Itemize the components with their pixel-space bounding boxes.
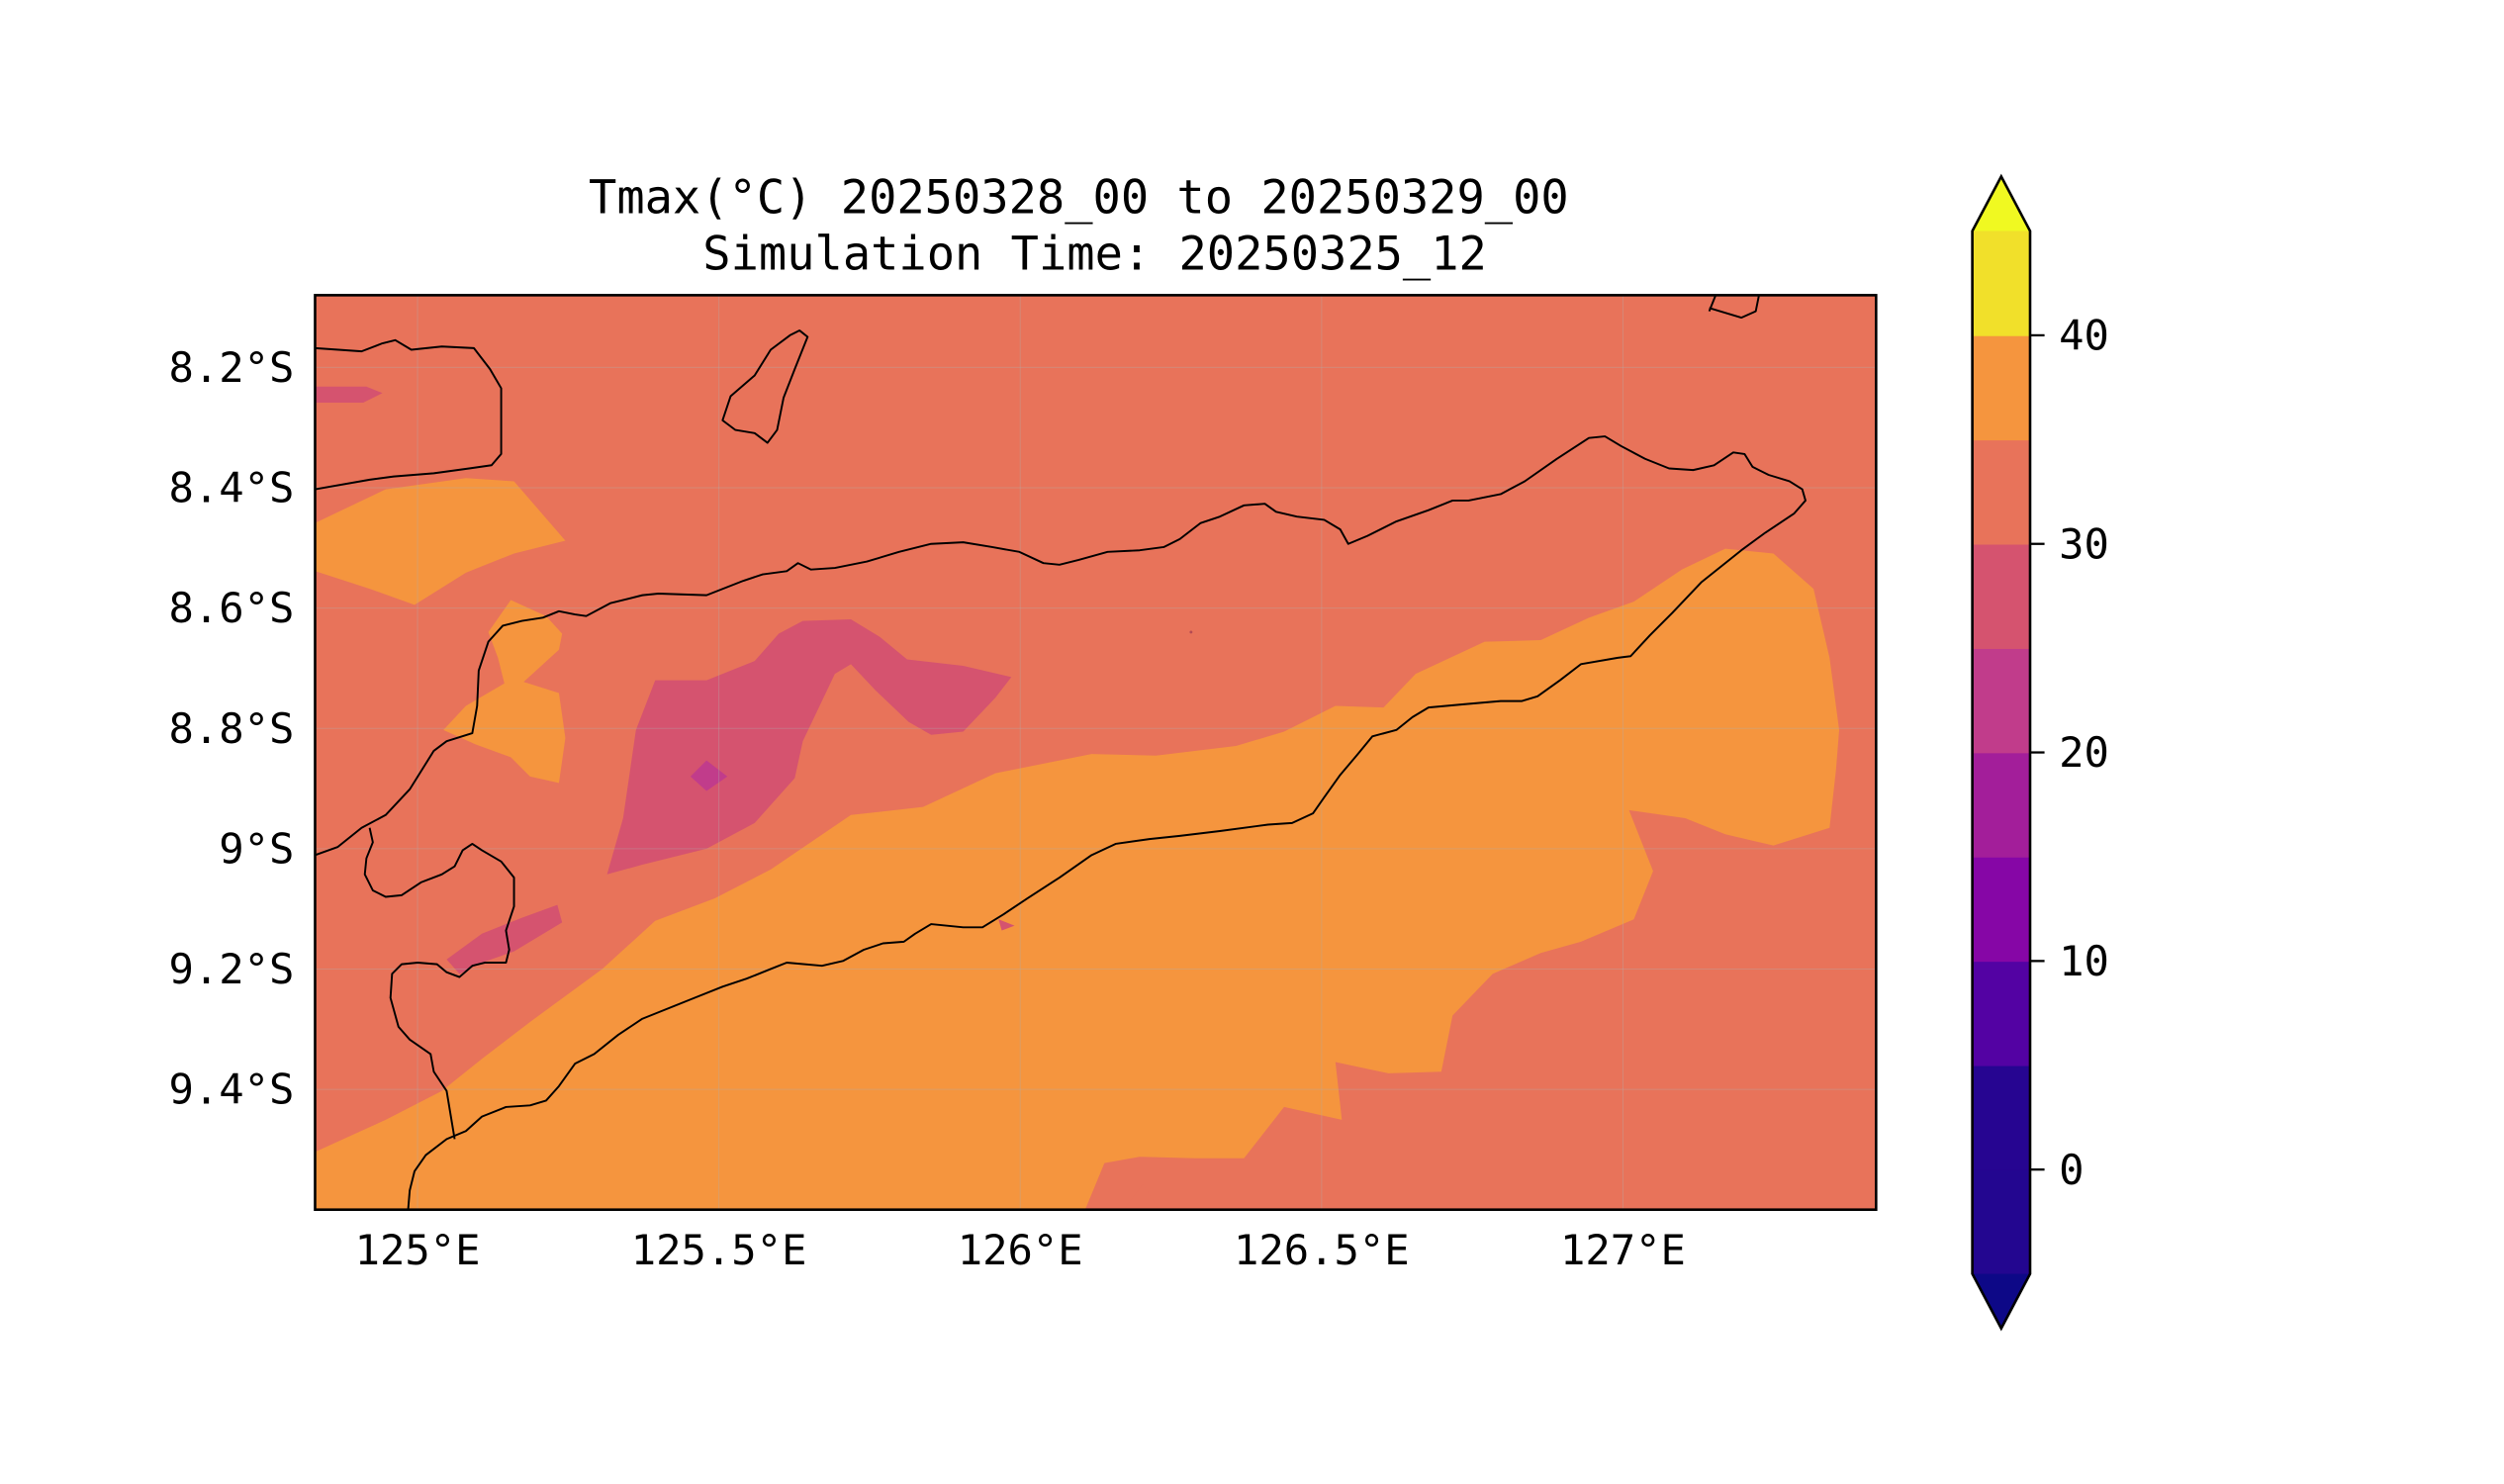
coastline-wetar-island — [315, 338, 503, 491]
longitude-labels: 125°E 125.5°E 126°E 126.5°E 127°E — [355, 1226, 1686, 1274]
colorbar: 0 10 20 30 40 — [1971, 173, 2109, 1332]
colorbar-bin — [1972, 1065, 2030, 1170]
colorbar-bin — [1972, 752, 2030, 858]
colorbar-bin — [1972, 231, 2030, 336]
temperature-band-20-25 — [315, 386, 1015, 974]
temperature-band-25-30-south — [1123, 1183, 1159, 1210]
coastline-atauro-island — [721, 329, 809, 444]
colorbar-outline — [1971, 173, 2032, 1332]
colorbar-tick-label: 30 — [2059, 519, 2109, 568]
coastlines — [315, 295, 1807, 1210]
colorbar-bin — [1972, 543, 2030, 649]
lat-tick-label: 9.4°S — [168, 1066, 294, 1114]
map-frame — [314, 294, 1878, 1211]
lon-tick-label: 125°E — [355, 1226, 481, 1274]
lon-tick-label: 125.5°E — [631, 1226, 807, 1274]
title-line-1: Tmax(°C) 20250328_00 to 20250329_00 — [589, 171, 1569, 226]
colorbar-tick-label: 40 — [2059, 312, 2109, 360]
lat-tick-label: 8.8°S — [168, 704, 294, 753]
colorbar-under-extension — [1972, 1273, 2030, 1329]
temperature-band-15-20 — [690, 760, 728, 791]
colorbar-tick-label: 0 — [2059, 1146, 2084, 1194]
colorbar-over-extension — [1972, 176, 2030, 232]
figure-title: Tmax(°C) 20250328_00 to 20250329_00 Simu… — [589, 171, 1569, 282]
colorbar-ticks: 0 10 20 30 40 — [2029, 312, 2109, 1194]
lat-tick-label: 9°S — [219, 824, 294, 873]
colorbar-bin — [1972, 648, 2030, 754]
map-panel[interactable]: 125°E 125.5°E 126°E 126.5°E 127°E 8.2°S 8.4°S… — [168, 294, 1878, 1274]
coastline-timor-north — [315, 435, 1807, 1210]
coastline-alor-corner — [1708, 295, 1760, 320]
title-line-2: Simulation Time: 20250325_12 — [702, 227, 1487, 281]
colorbar-tick-label: 10 — [2059, 937, 2109, 985]
lon-tick-label: 126.5°E — [1234, 1226, 1410, 1274]
lat-tick-label: 8.4°S — [168, 464, 294, 512]
lat-tick-label: 8.2°S — [168, 343, 294, 392]
colorbar-bin — [1972, 856, 2030, 963]
colorbar-tick-label: 20 — [2059, 728, 2109, 777]
colorbar-bins — [1972, 231, 2030, 1275]
coastline-timor-oecusse — [363, 827, 515, 1140]
lat-tick-label: 8.6°S — [168, 584, 294, 632]
colorbar-bin — [1972, 1169, 2030, 1275]
lat-tick-label: 9.2°S — [168, 945, 294, 993]
temperature-band-30-35 — [315, 478, 1840, 1210]
colorbar-bin — [1972, 961, 2030, 1067]
lon-tick-label: 126°E — [958, 1226, 1083, 1274]
colorbar-bin — [1972, 334, 2030, 441]
latitude-labels: 8.2°S 8.4°S 8.6°S 8.8°S 9°S 9.2°S 9.4°S — [168, 343, 294, 1114]
colorbar-bin — [1972, 439, 2030, 545]
lon-tick-label: 127°E — [1560, 1226, 1686, 1274]
